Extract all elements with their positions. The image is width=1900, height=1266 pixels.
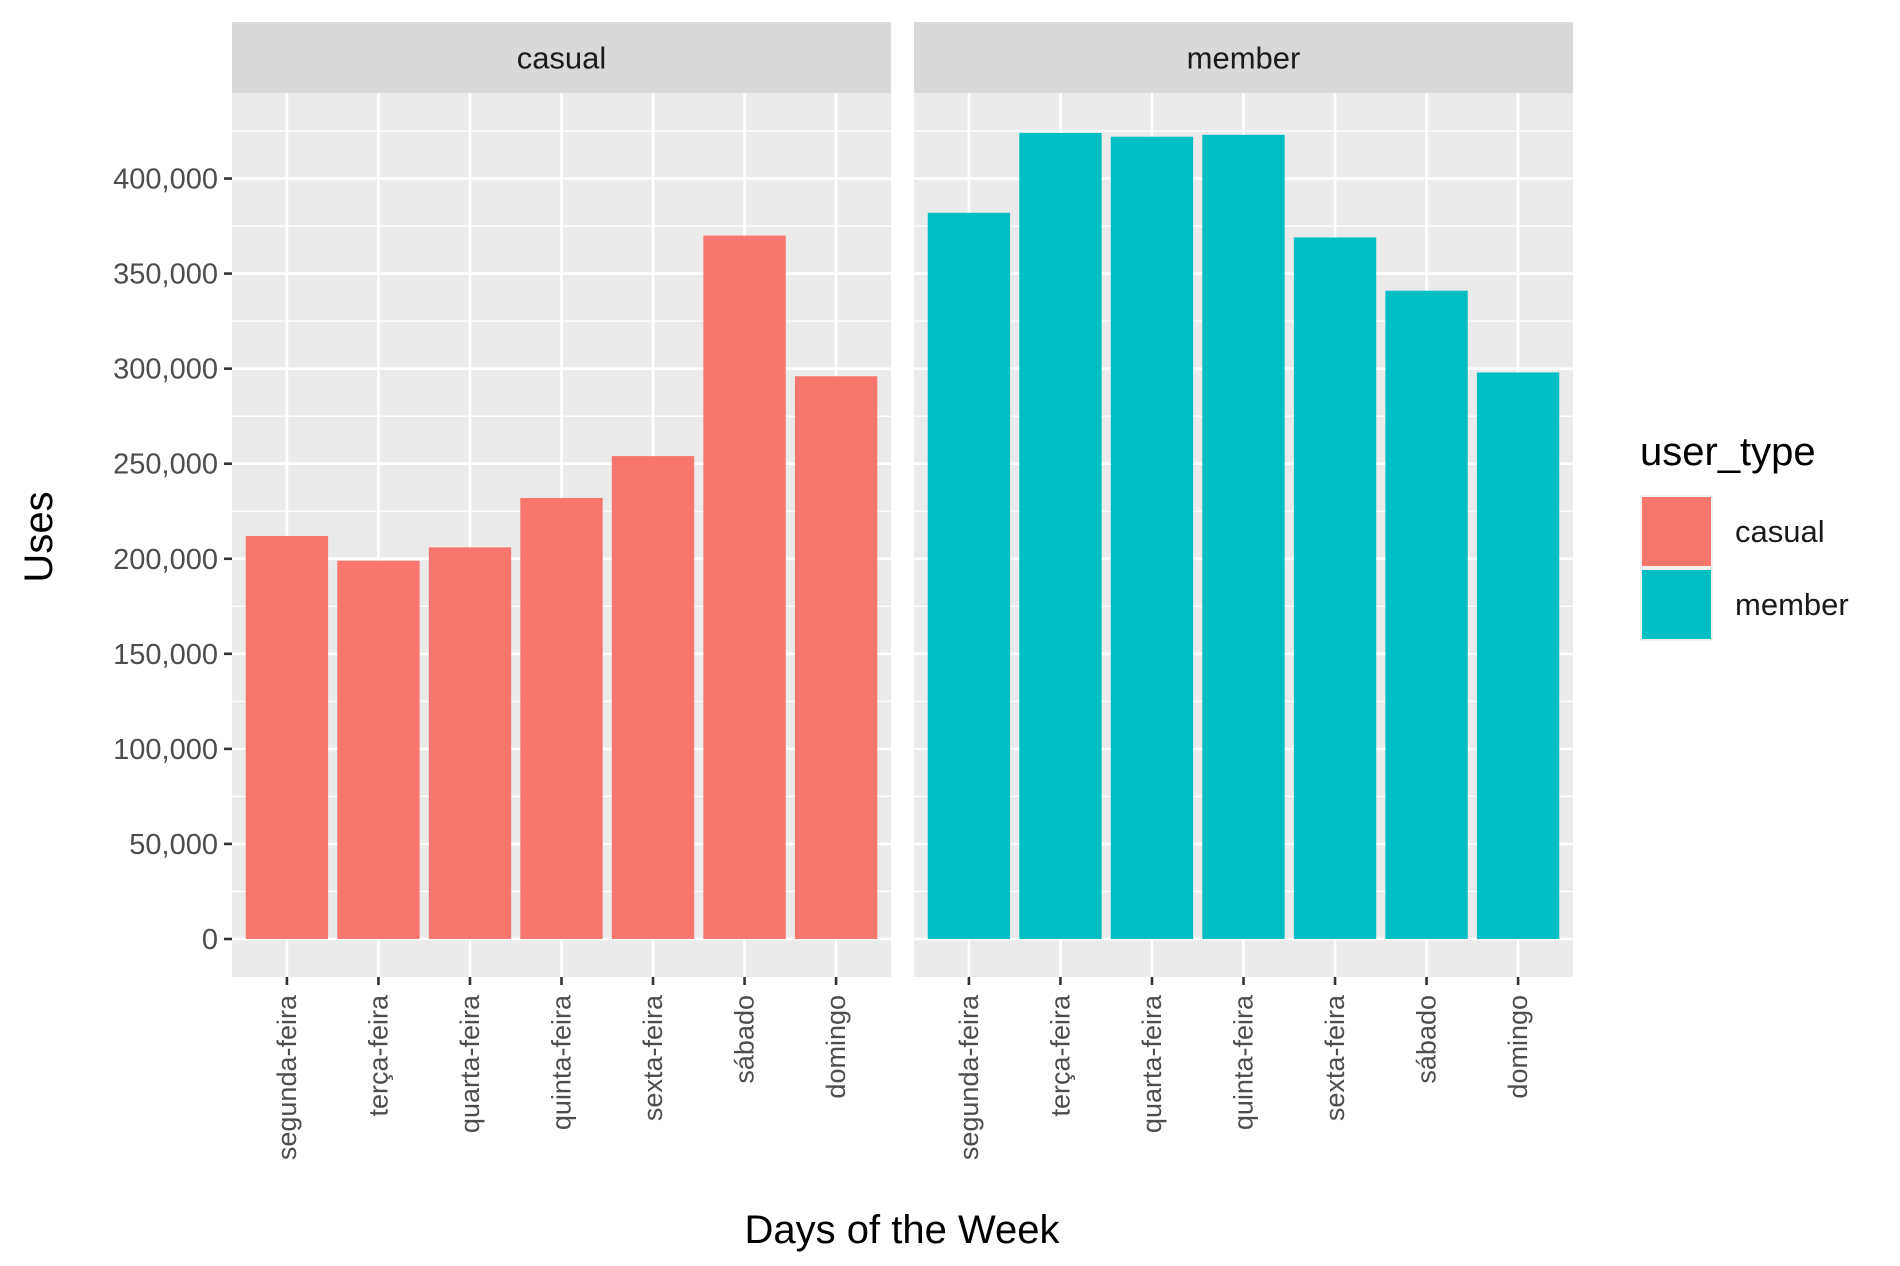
y-tick-label: 250,000 xyxy=(113,449,218,481)
x-tick-label: segunda-feira xyxy=(954,994,984,1160)
bar-member-terça-feira xyxy=(1019,132,1102,939)
bar-casual-terça-feira xyxy=(337,560,420,939)
legend-swatch xyxy=(1642,497,1711,566)
bar-casual-domingo xyxy=(794,376,878,939)
legend-item-member: member xyxy=(1640,568,1849,641)
panels-layer: casual member xyxy=(232,22,1573,977)
x-tick-label: terça-feira xyxy=(363,994,393,1117)
facet-strip-label: casual xyxy=(517,41,607,76)
x-tick-label: quarta-feira xyxy=(1137,994,1167,1133)
bar-member-segunda-feira xyxy=(927,212,1011,939)
bar-casual-quinta-feira xyxy=(520,497,603,939)
facet-panel-member: member xyxy=(914,22,1573,977)
legend: user_type casual member xyxy=(1640,430,1849,641)
legend-label: casual xyxy=(1735,514,1825,549)
bar-member-domingo xyxy=(1476,372,1560,939)
legend-item-casual: casual xyxy=(1640,495,1825,568)
bar-casual-quarta-feira xyxy=(428,547,512,939)
facet-strip xyxy=(232,22,891,93)
y-tick-label: 150,000 xyxy=(113,639,218,671)
facet-strip xyxy=(914,22,1573,93)
x-tick-label: quarta-feira xyxy=(455,994,485,1133)
legend-items: casual member xyxy=(1640,495,1849,641)
legend-title: user_type xyxy=(1640,430,1816,474)
bar-member-quinta-feira xyxy=(1202,134,1285,939)
bar-member-quarta-feira xyxy=(1110,136,1194,939)
bar-member-sexta-feira xyxy=(1293,237,1377,939)
x-tick-label: quinta-feira xyxy=(1229,994,1259,1130)
x-tick-label: sexta-feira xyxy=(638,994,668,1121)
y-tick-label: 50,000 xyxy=(129,829,218,861)
x-tick-label: segunda-feira xyxy=(272,994,302,1160)
x-tick-label: sexta-feira xyxy=(1320,994,1350,1121)
bar-member-sábado xyxy=(1385,290,1468,939)
x-axis-title: Days of the Week xyxy=(745,1208,1061,1252)
x-tick-label: sábado xyxy=(1412,995,1442,1084)
legend-swatch xyxy=(1642,570,1711,639)
y-tick-label: 300,000 xyxy=(113,354,218,386)
axes-layer: segunda-feira terça-feira quarta-feira quin… xyxy=(113,164,1533,1161)
y-axis-title: Uses xyxy=(17,491,61,582)
y-tick-label: 350,000 xyxy=(113,259,218,291)
facet-panel-casual: casual xyxy=(232,22,891,977)
legend-label: member xyxy=(1735,587,1849,622)
x-tick-label: domingo xyxy=(1503,995,1533,1099)
x-tick-label: domingo xyxy=(821,995,851,1099)
y-tick-label: 200,000 xyxy=(113,544,218,576)
y-tick-label: 400,000 xyxy=(113,164,218,196)
y-tick-label: 100,000 xyxy=(113,734,218,766)
x-tick-label: terça-feira xyxy=(1045,994,1075,1117)
bar-casual-segunda-feira xyxy=(245,535,329,939)
x-tick-label: sábado xyxy=(730,995,760,1084)
bar-casual-sexta-feira xyxy=(611,456,695,939)
y-tick-label: 0 xyxy=(202,924,218,956)
bar-casual-sábado xyxy=(703,235,786,939)
x-tick-label: quinta-feira xyxy=(547,994,577,1130)
facet-strip-label: member xyxy=(1187,41,1301,76)
